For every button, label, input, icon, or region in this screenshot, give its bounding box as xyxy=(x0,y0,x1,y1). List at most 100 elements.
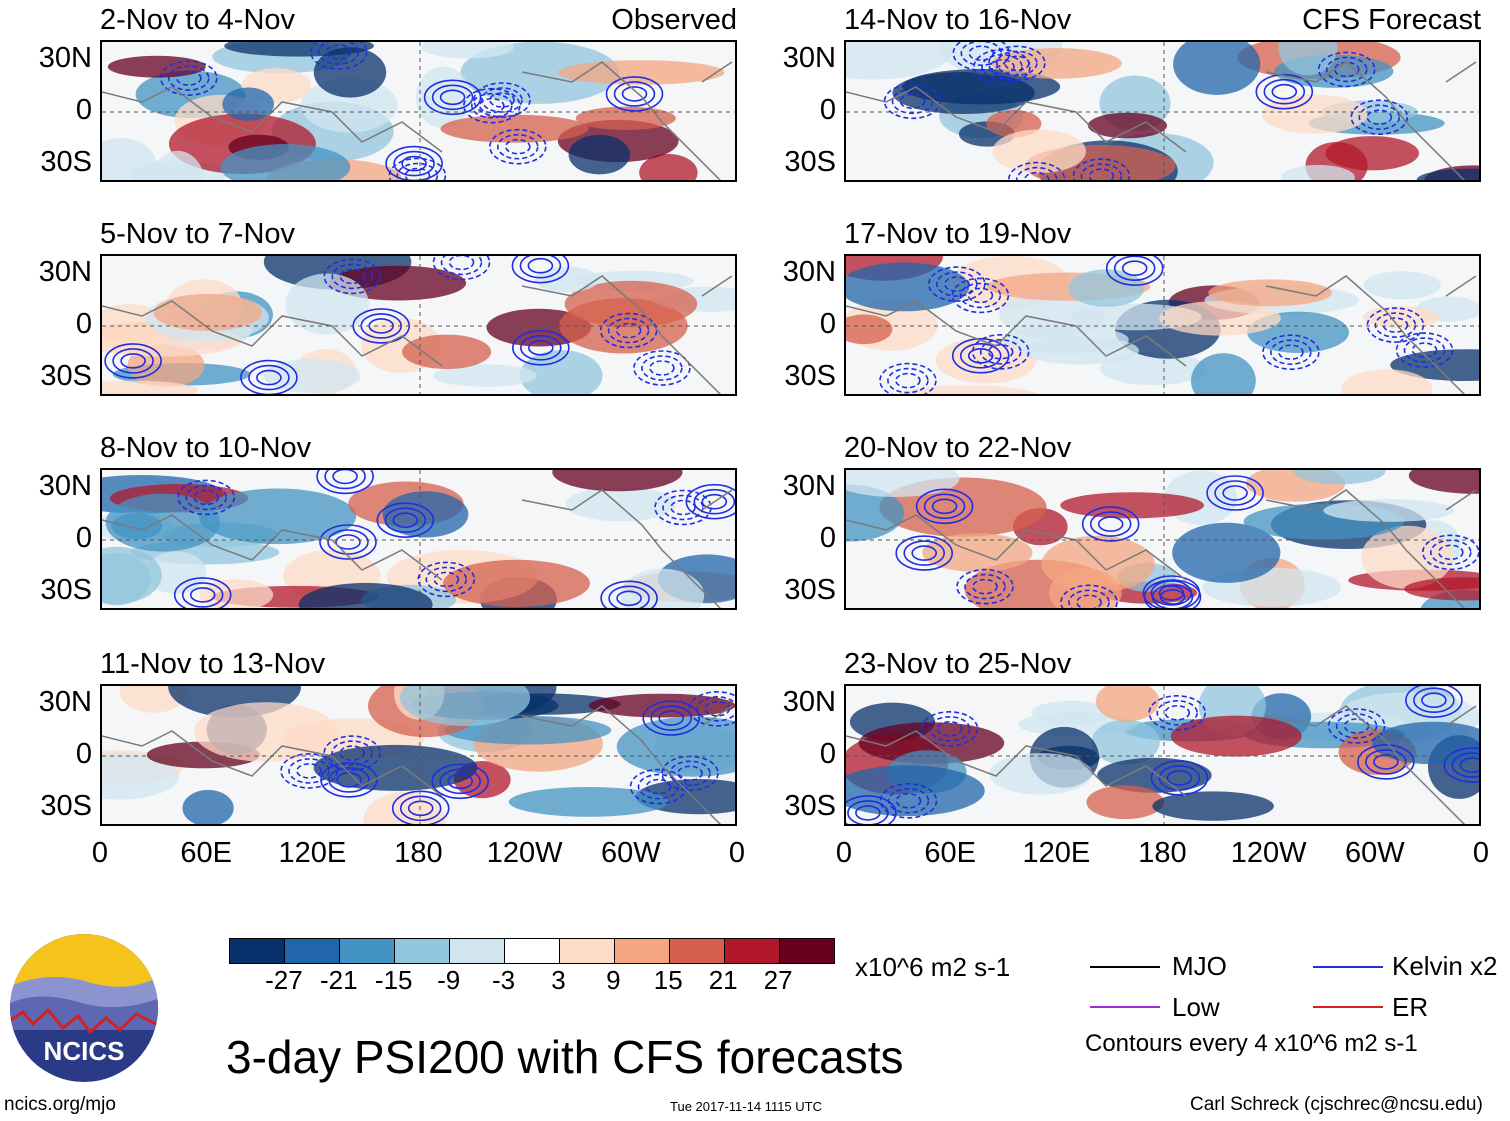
anomaly-blob xyxy=(399,686,531,726)
kelvin-contour xyxy=(956,568,1014,605)
anomaly-blob xyxy=(1363,271,1441,300)
kelvin-contour xyxy=(903,540,945,566)
kelvin-contour xyxy=(1262,334,1320,370)
kelvin-contour xyxy=(319,524,377,560)
kelvin-contour xyxy=(988,45,1046,82)
kelvin-contour xyxy=(1366,307,1425,343)
anomaly-blob xyxy=(1099,352,1208,386)
kelvin-contour xyxy=(1374,312,1417,338)
anomaly-blob xyxy=(846,42,954,80)
kelvin-contour xyxy=(1007,161,1066,180)
kelvin-contour xyxy=(391,790,450,824)
anomaly-blob xyxy=(102,753,179,800)
kelvin-contour xyxy=(1121,260,1148,276)
kelvin-contour xyxy=(384,507,427,534)
lat-tick-label: 0 xyxy=(75,522,92,554)
kelvin-contour xyxy=(1097,516,1124,532)
kelvin-contour xyxy=(951,338,1010,374)
kelvin-contour xyxy=(185,484,227,511)
anomaly-blob xyxy=(557,60,725,85)
anomaly-blob xyxy=(989,753,1093,795)
kelvin-contour xyxy=(960,42,1003,66)
kelvin-contour xyxy=(987,344,1014,360)
kelvin-contour xyxy=(685,483,735,520)
kelvin-contour xyxy=(317,42,360,65)
anomaly-blob xyxy=(1323,499,1454,522)
anomaly-blob xyxy=(421,42,514,59)
kelvin-contour xyxy=(615,322,642,339)
kelvin-contour xyxy=(325,44,352,60)
kelvin-contour xyxy=(112,348,154,374)
legend-mjo-label: MJO xyxy=(1172,951,1227,981)
kelvin-contour xyxy=(473,82,531,118)
legend-kelvin-label: Kelvin x2 xyxy=(1392,951,1498,981)
kelvin-contour xyxy=(401,155,427,172)
kelvin-contour xyxy=(1325,56,1368,83)
colorbar-tick-label: -15 xyxy=(374,965,413,995)
kelvin-contour xyxy=(642,700,701,736)
kelvin-contour xyxy=(511,330,570,366)
kelvin-contour xyxy=(973,48,1031,85)
colorbar-swatch xyxy=(780,939,834,963)
lat-tick-label: 30N xyxy=(782,256,836,288)
kelvin-contour xyxy=(519,335,562,361)
kelvin-contour xyxy=(670,499,696,516)
kelvin-contour xyxy=(160,60,218,96)
lat-tick-label: 30N xyxy=(38,42,92,74)
kelvin-contour xyxy=(1271,83,1298,100)
kelvin-contour xyxy=(168,65,210,91)
panel-title: 11-Nov to 13-Nov xyxy=(100,648,326,680)
anomaly-blob xyxy=(415,66,471,129)
lat-tick-label: 30N xyxy=(782,470,836,502)
kelvin-contour xyxy=(1214,480,1256,506)
lat-tick-label: 0 xyxy=(75,308,92,340)
kelvin-contour xyxy=(1451,752,1479,778)
kelvin-contour xyxy=(527,257,554,274)
kelvin-contour xyxy=(448,256,475,271)
footer-website[interactable]: ncics.org/mjo xyxy=(4,1094,116,1115)
anomaly-blob xyxy=(1278,42,1338,76)
anomaly-blob xyxy=(552,470,683,492)
lat-tick-label: 30S xyxy=(40,360,92,392)
kelvin-contour xyxy=(895,372,921,389)
legend-kelvin-line xyxy=(1313,966,1383,968)
kelvin-contour xyxy=(1395,332,1454,368)
lat-tick-label: 0 xyxy=(75,738,92,770)
anomaly-blob xyxy=(1408,470,1479,494)
panel-tag: Observed xyxy=(611,4,737,36)
kelvin-contour xyxy=(489,92,515,108)
kelvin-contour xyxy=(1366,109,1393,125)
svg-text:NCICS: NCICS xyxy=(44,1036,125,1066)
kelvin-contour xyxy=(1004,55,1030,72)
kelvin-contour xyxy=(895,535,953,571)
panel-title: 17-Nov to 19-Nov xyxy=(844,218,1072,250)
kelvin-contour xyxy=(701,493,728,510)
anomaly-blob xyxy=(846,470,960,497)
kelvin-contour xyxy=(240,359,298,394)
lat-tick-label: 30S xyxy=(784,790,836,822)
anomaly-blob xyxy=(1293,470,1386,485)
anomaly-blob xyxy=(564,280,698,328)
anomaly-blob xyxy=(153,293,263,331)
lat-tick-label: 30S xyxy=(40,574,92,606)
kelvin-contour xyxy=(1023,171,1050,180)
lon-tick-label: 60W xyxy=(1345,837,1405,869)
kelvin-contour xyxy=(504,138,531,155)
kelvin-contour xyxy=(462,87,521,124)
psi200-map xyxy=(100,254,737,396)
anomaly-blob xyxy=(1341,369,1433,394)
kelvin-contour xyxy=(433,571,460,588)
anomaly-blob xyxy=(1086,785,1164,820)
panel-tag: CFS Forecast xyxy=(1302,4,1481,36)
anomaly-blob xyxy=(1060,492,1204,519)
kelvin-contour xyxy=(527,340,554,356)
lat-tick-label: 30N xyxy=(782,686,836,718)
kelvin-contour xyxy=(496,133,539,160)
panel-title: 2-Nov to 4-Nov xyxy=(100,4,296,36)
colorbar xyxy=(229,938,835,964)
anomaly-blob xyxy=(263,358,361,393)
kelvin-contour xyxy=(879,362,937,394)
lat-tick-label: 30N xyxy=(38,256,92,288)
kelvin-contour xyxy=(1335,713,1378,739)
anomaly-blob xyxy=(1362,306,1441,329)
